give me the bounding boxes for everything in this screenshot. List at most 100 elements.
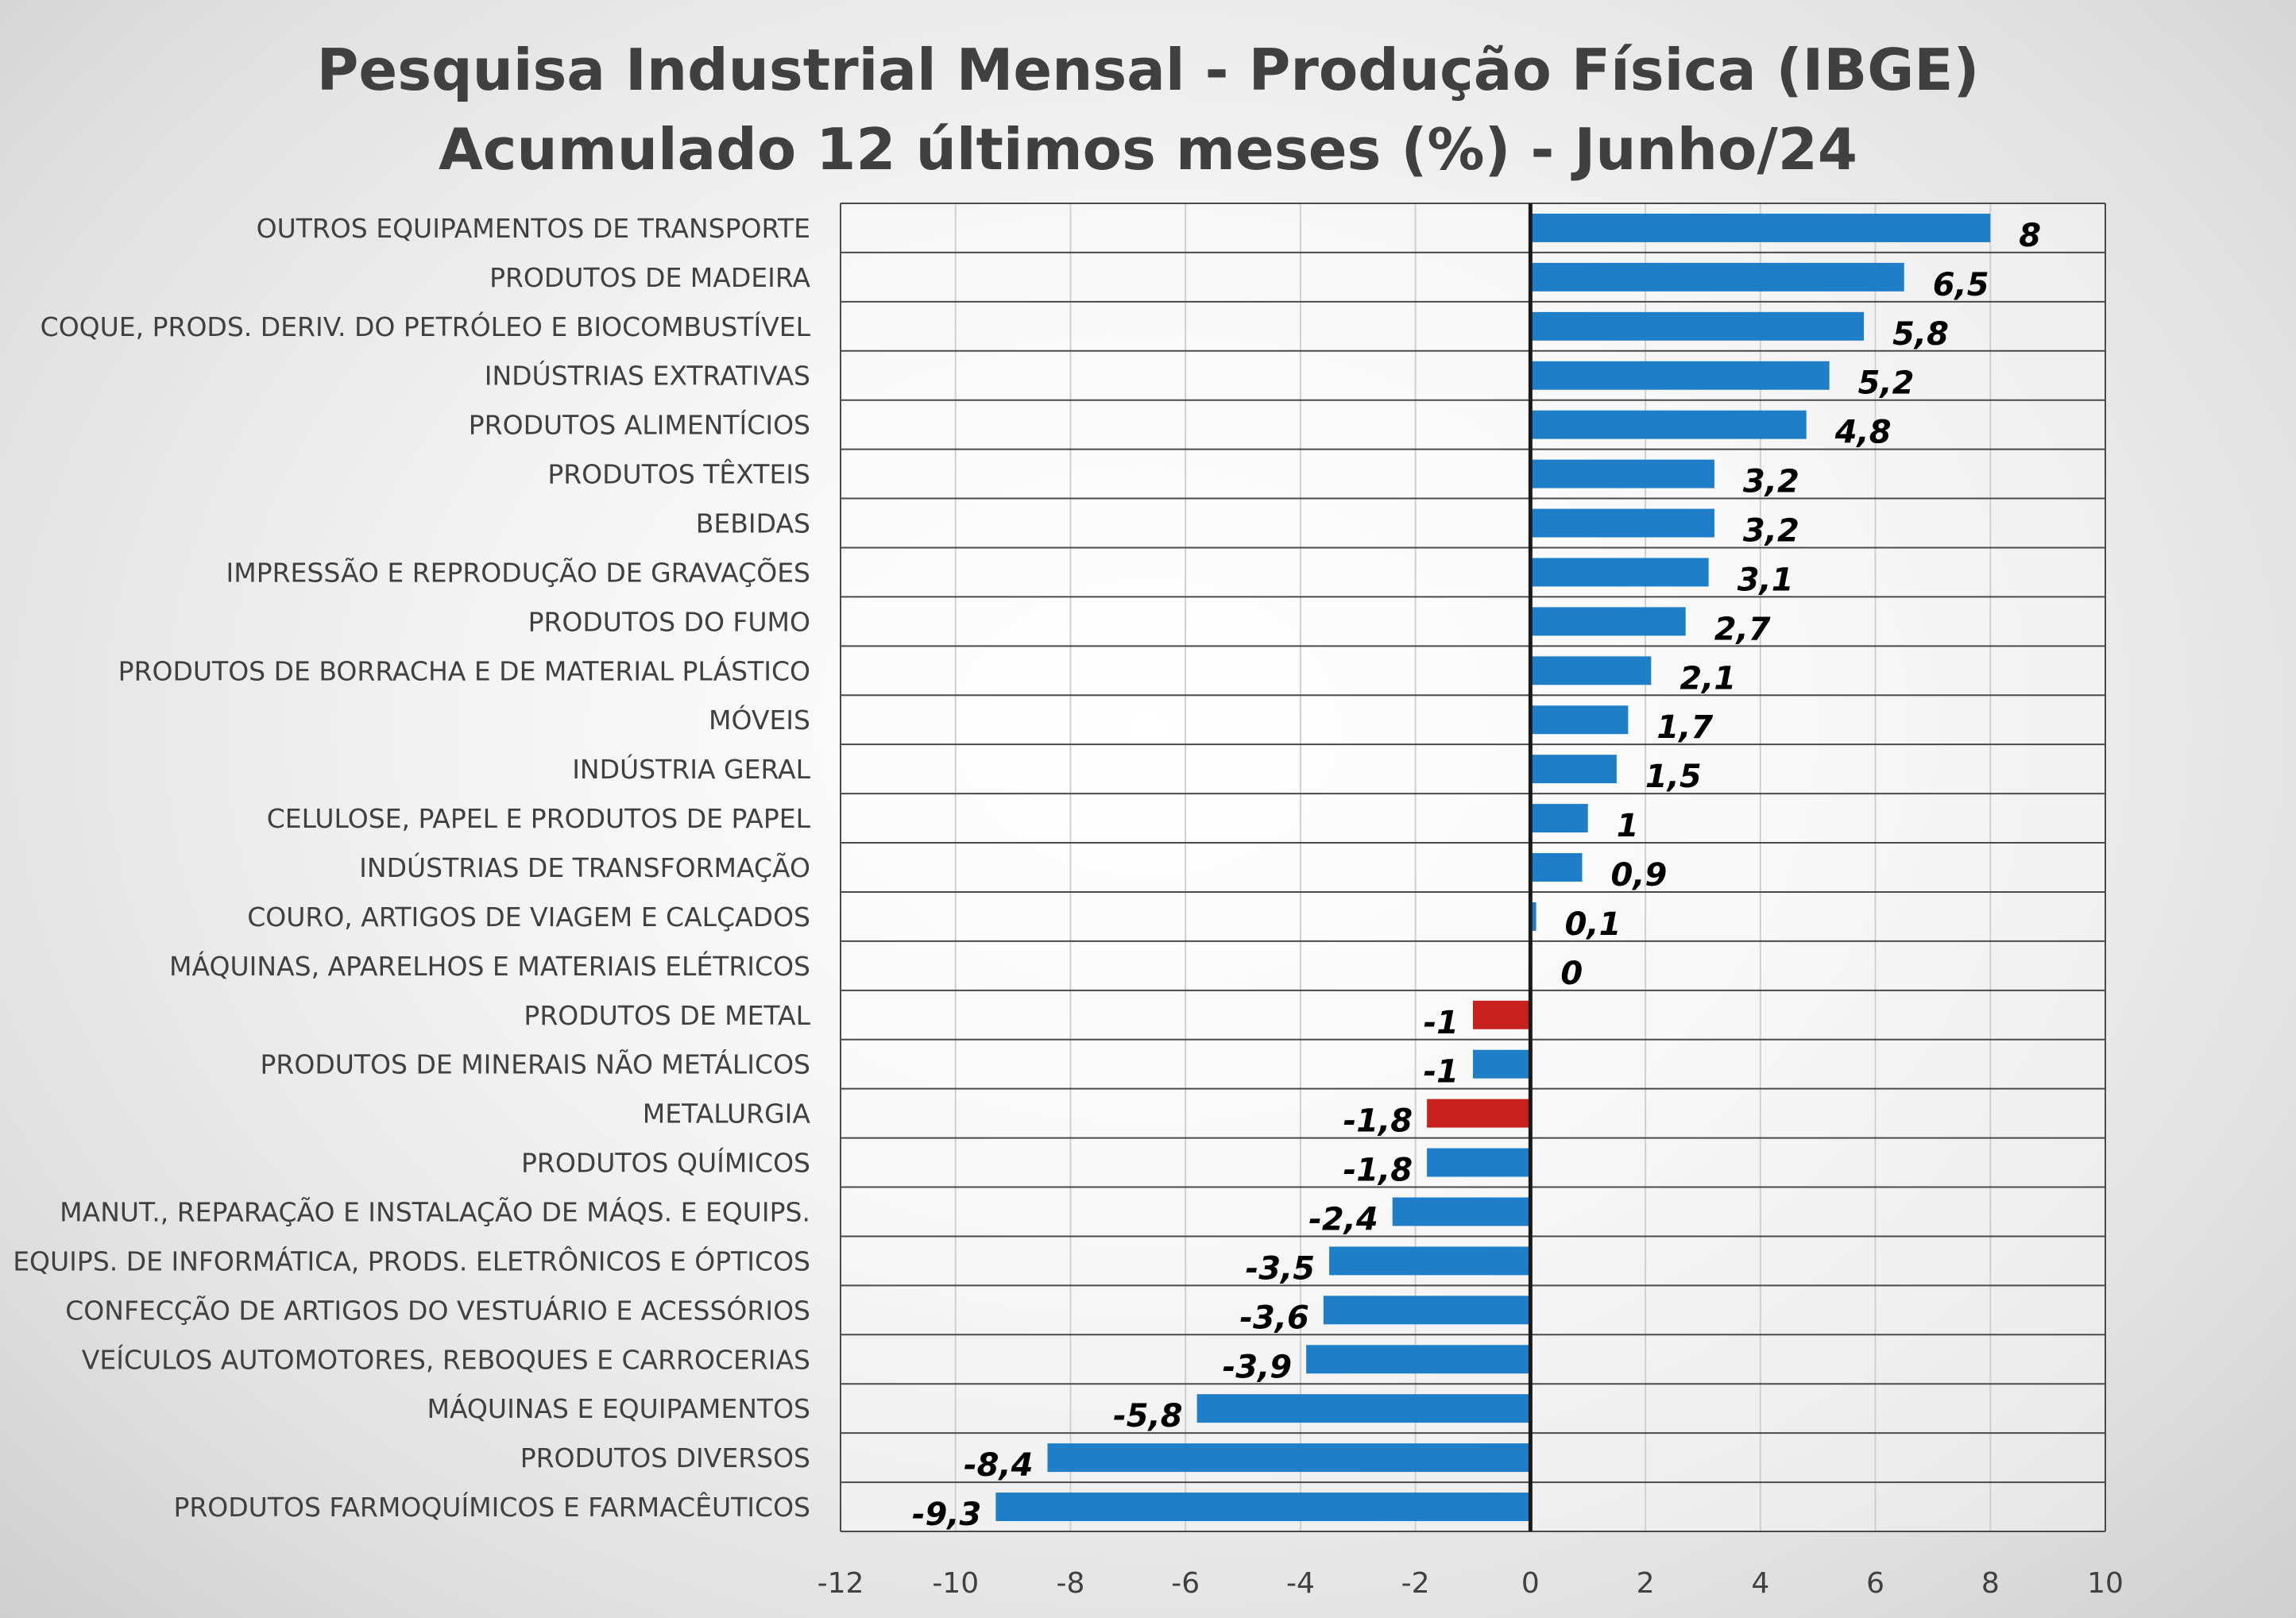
category-label: OUTROS EQUIPAMENTOS DE TRANSPORTE xyxy=(257,213,810,244)
bar xyxy=(1047,1443,1531,1473)
data-label: -2,4 xyxy=(1308,1201,1378,1238)
category-label: PRODUTOS TÊXTEIS xyxy=(547,458,810,490)
bar xyxy=(1530,902,1536,931)
bar xyxy=(1530,853,1583,882)
data-label: 5,8 xyxy=(1892,316,1949,353)
data-label: 5,2 xyxy=(1858,365,1915,402)
data-label: -1 xyxy=(1424,1054,1459,1091)
x-tick-label: 10 xyxy=(2087,1567,2124,1600)
bar xyxy=(1530,705,1629,735)
bar xyxy=(1530,656,1652,685)
x-tick-label: -12 xyxy=(818,1567,864,1600)
data-label: -8,4 xyxy=(964,1447,1033,1484)
x-tick-label: 2 xyxy=(1637,1567,1655,1600)
data-label: 4,8 xyxy=(1834,415,1892,451)
x-tick-label: 6 xyxy=(1866,1567,1884,1600)
data-label: 1,7 xyxy=(1656,709,1713,746)
bar xyxy=(1392,1197,1531,1226)
data-label: -3,6 xyxy=(1239,1299,1308,1336)
bar xyxy=(1329,1246,1531,1276)
x-tick-label: 4 xyxy=(1751,1567,1769,1600)
bar xyxy=(1473,1000,1531,1029)
bar xyxy=(1427,1148,1531,1177)
data-label: 6,5 xyxy=(1933,267,1989,303)
data-label: 0 xyxy=(1560,956,1583,992)
data-label: 0,9 xyxy=(1610,857,1667,894)
data-label: 1 xyxy=(1617,808,1639,844)
category-label: IMPRESSÃO E REPRODUÇÃO DE GRAVAÇÕES xyxy=(226,556,811,588)
category-label: METALURGIA xyxy=(643,1099,811,1130)
bar xyxy=(1530,459,1714,488)
data-label: 3,1 xyxy=(1737,562,1794,598)
data-label: 2,7 xyxy=(1714,611,1771,647)
category-label: EQUIPS. DE INFORMÁTICA, PRODS. ELETRÔNIC… xyxy=(13,1245,810,1276)
category-label: INDÚSTRIA GERAL xyxy=(572,753,810,785)
bar xyxy=(1530,214,1991,242)
bar xyxy=(1530,558,1709,587)
chart-title: Pesquisa Industrial Mensal - Produção Fí… xyxy=(317,37,1980,103)
category-label: PRODUTOS DIVERSOS xyxy=(520,1442,810,1473)
x-tick-label: -4 xyxy=(1286,1567,1315,1600)
category-label: PRODUTOS DE MADEIRA xyxy=(489,262,810,293)
x-tick-label: -10 xyxy=(932,1567,979,1600)
category-label: PRODUTOS QUÍMICOS xyxy=(521,1147,810,1179)
data-label: -1,8 xyxy=(1343,1103,1413,1140)
data-label: -1,8 xyxy=(1343,1153,1413,1189)
data-label: -5,8 xyxy=(1113,1398,1182,1435)
bar xyxy=(1530,755,1617,784)
data-label: 2,1 xyxy=(1679,660,1736,697)
data-label: 3,2 xyxy=(1743,513,1799,550)
data-label: -1 xyxy=(1424,1005,1459,1041)
x-tick-labels: -12 -10 -8 -6 -4 -2 0 2 4 6 8 10 xyxy=(818,1567,2124,1600)
x-tick-label: 0 xyxy=(1521,1567,1540,1600)
plot-background xyxy=(841,203,2105,1531)
category-label: CONFECÇÃO DE ARTIGOS DO VESTUÁRIO E ACES… xyxy=(65,1294,810,1326)
bar xyxy=(1323,1296,1531,1325)
category-label: INDÚSTRIAS EXTRATIVAS xyxy=(485,360,810,392)
category-label: CELULOSE, PAPEL E PRODUTOS DE PAPEL xyxy=(267,803,811,834)
data-label: -3,9 xyxy=(1223,1349,1292,1385)
category-label: VEÍCULOS AUTOMOTORES, REBOQUES E CARROCE… xyxy=(82,1343,810,1375)
data-label: 0,1 xyxy=(1565,906,1622,943)
bar xyxy=(1306,1345,1531,1374)
chart-subtitle: Acumulado 12 últimos meses (%) - Junho/2… xyxy=(439,116,1857,183)
x-tick-label: -2 xyxy=(1401,1567,1430,1600)
x-tick-label: 8 xyxy=(1981,1567,2000,1600)
data-label: -3,5 xyxy=(1246,1250,1315,1287)
category-label: MANUT., REPARAÇÃO E INSTALAÇÃO DE MÁQS. … xyxy=(60,1195,810,1227)
bars xyxy=(995,214,1991,1521)
data-label: 1,5 xyxy=(1645,759,1702,795)
category-label: MÁQUINAS E EQUIPAMENTOS xyxy=(427,1392,810,1424)
category-label: MÁQUINAS, APARELHOS E MATERIAIS ELÉTRICO… xyxy=(169,950,810,982)
data-label: -9,3 xyxy=(912,1496,981,1533)
bar xyxy=(1530,361,1830,390)
x-tick-label: -8 xyxy=(1057,1567,1085,1600)
axes xyxy=(840,203,2106,1531)
bar xyxy=(1427,1099,1531,1128)
category-label: COQUE, PRODS. DERIV. DO PETRÓLEO E BIOCO… xyxy=(41,311,811,342)
bar xyxy=(1530,311,1865,341)
category-labels: OUTROS EQUIPAMENTOS DE TRANSPORTE PRODUTO… xyxy=(13,213,810,1523)
category-label: PRODUTOS FARMOQUÍMICOS E FARMACÊUTICOS xyxy=(173,1491,810,1523)
bar xyxy=(1530,607,1686,636)
category-label: BEBIDAS xyxy=(696,508,810,539)
category-label: INDÚSTRIAS DE TRANSFORMAÇÃO xyxy=(359,851,810,883)
data-label: 3,2 xyxy=(1743,464,1799,500)
data-labels: 8 6,5 5,8 5,2 4,8 3,2 3,2 3,1 2,7 2,1 1,7 1,51 0,9 0,… xyxy=(912,218,2041,1533)
bar xyxy=(1530,262,1904,292)
plot-area xyxy=(841,203,2105,1531)
bar xyxy=(1530,508,1714,538)
category-label: MÓVEIS xyxy=(709,704,810,736)
bar xyxy=(1473,1049,1531,1079)
bar xyxy=(1530,410,1807,439)
category-label: PRODUTOS DE MINERAIS NÃO METÁLICOS xyxy=(261,1048,810,1080)
x-tick-label: -6 xyxy=(1171,1567,1200,1600)
category-label: PRODUTOS DE BORRACHA E DE MATERIAL PLÁST… xyxy=(118,655,810,686)
category-label: PRODUTOS ALIMENTÍCIOS xyxy=(469,409,810,441)
bar xyxy=(1530,804,1588,833)
bar xyxy=(1196,1394,1531,1423)
data-label: 8 xyxy=(2019,218,2041,254)
category-label: PRODUTOS DO FUMO xyxy=(528,606,810,637)
category-label: PRODUTOS DE METAL xyxy=(524,1000,810,1031)
